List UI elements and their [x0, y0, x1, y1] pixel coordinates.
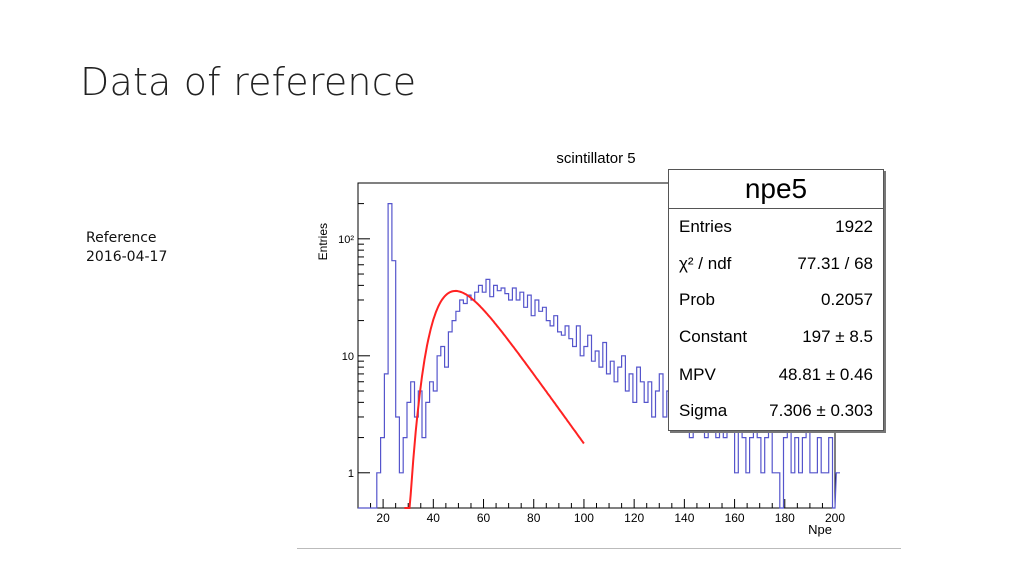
stats-title: npe5: [669, 170, 883, 209]
x-tick-label: 120: [624, 511, 644, 525]
x-tick-label: 40: [427, 511, 441, 525]
stats-key: Sigma: [679, 401, 728, 420]
stats-value: 197 ± 8.5: [802, 327, 873, 346]
y-tick-label: 10²: [338, 234, 354, 246]
stats-value: 1922: [835, 217, 873, 236]
y-tick-label: 1: [348, 468, 354, 480]
stats-row-sigma: Sigma 7.306 ± 0.303: [679, 396, 873, 426]
stats-key: Entries: [679, 217, 732, 236]
stats-value: 48.81 ± 0.46: [778, 365, 873, 384]
stats-row-constant: Constant 197 ± 8.5: [679, 322, 873, 352]
y-axis-label: Entries: [316, 223, 330, 260]
reference-label: Reference: [86, 230, 157, 246]
stats-key: χ² / ndf: [679, 254, 732, 273]
stats-key: MPV: [679, 365, 716, 384]
landau-fit-curve: [404, 289, 585, 509]
stats-row-mpv: MPV 48.81 ± 0.46: [679, 360, 873, 390]
slide-divider: [297, 548, 901, 549]
stats-row-entries: Entries 1922: [679, 212, 873, 242]
x-tick-label: 80: [527, 511, 541, 525]
reference-date: 2016-04-17: [86, 249, 168, 265]
stats-key: Constant: [679, 327, 748, 346]
x-tick-label: 140: [674, 511, 694, 525]
x-tick-label: 180: [775, 511, 795, 525]
stats-value: 77.31 / 68: [797, 254, 873, 273]
reference-note: Reference 2016-04-17: [86, 229, 167, 267]
histogram-line: [358, 203, 840, 509]
slide-title: Data of reference: [80, 60, 417, 104]
stats-box: npe5 Entries 1922 χ² / ndf 77.31 / 68 Pr…: [668, 169, 884, 431]
x-tick-label: 200: [825, 511, 845, 525]
x-tick-label: 60: [477, 511, 491, 525]
y-tick-label: 10: [342, 351, 354, 363]
y-tick-labels: 1 10 10²: [338, 234, 354, 480]
x-tick-label: 160: [725, 511, 745, 525]
x-tick-labels: 20 40 60 80 100 120 140 160 180 200: [376, 511, 845, 525]
x-tick-label: 20: [376, 511, 390, 525]
stats-key: Prob: [679, 290, 715, 309]
stats-value: 7.306 ± 0.303: [769, 401, 873, 420]
chart-title: scintillator 5: [556, 150, 635, 167]
x-axis-label: Npe: [808, 522, 832, 537]
stats-value: 0.2057: [821, 290, 873, 309]
stats-row-prob: Prob 0.2057: [679, 285, 873, 315]
stats-row-chi2: χ² / ndf 77.31 / 68: [679, 249, 873, 279]
x-tick-label: 100: [574, 511, 594, 525]
